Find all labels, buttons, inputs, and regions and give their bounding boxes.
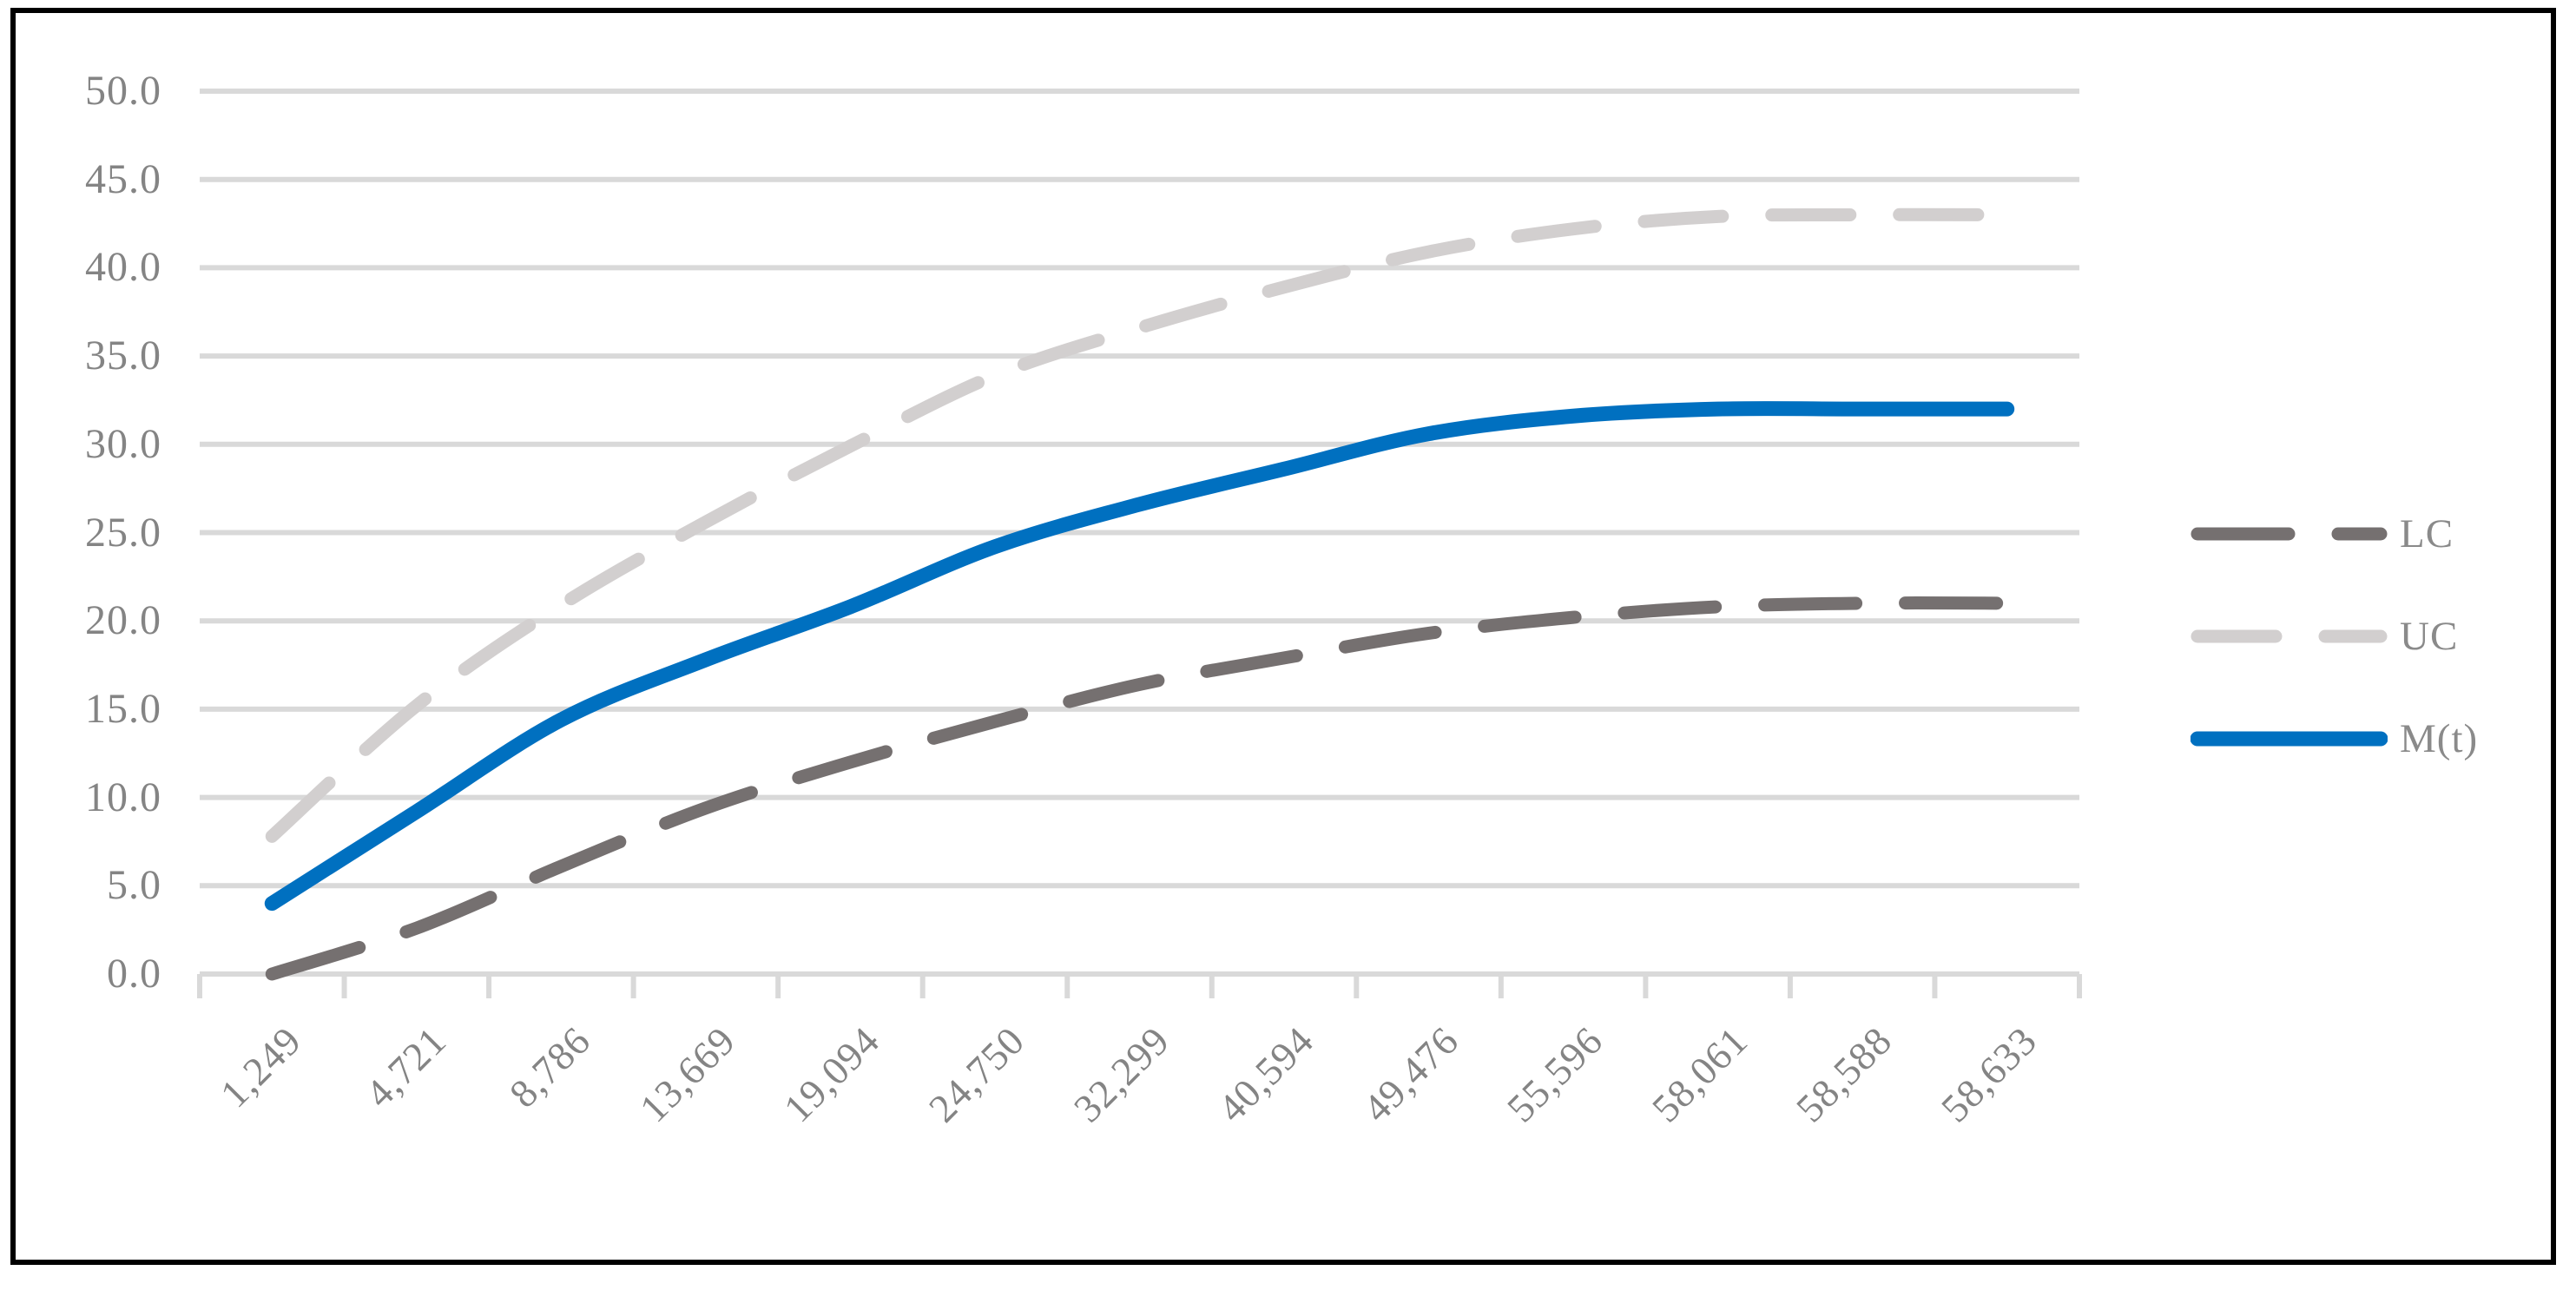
series-lines	[264, 207, 2015, 981]
y-tick-label-10.0: 10.0	[85, 773, 161, 820]
y-tick-label-5.0: 5.0	[107, 862, 161, 909]
y-tick-label-20.0: 20.0	[85, 597, 161, 644]
series-line-lc	[265, 596, 2014, 981]
y-tick-label-15.0: 15.0	[85, 685, 161, 732]
legend-item-lc: LC	[2191, 508, 2555, 560]
legend-label-mt: M(t)	[2400, 716, 2479, 761]
legend-item-mt: M(t)	[2191, 713, 2555, 765]
legend-label-lc: LC	[2400, 511, 2454, 556]
legend: LC UC M(t)	[2191, 508, 2555, 765]
legend-label-uc: UC	[2400, 614, 2459, 659]
y-tick-label-30.0: 30.0	[85, 420, 161, 467]
x-axis	[197, 971, 2082, 998]
chart-frame	[10, 8, 2556, 1265]
gridlines	[200, 89, 2079, 889]
legend-item-uc: UC	[2191, 610, 2555, 662]
series-line-mt	[264, 401, 2015, 912]
y-tick-label-40.0: 40.0	[85, 244, 161, 291]
mt-line-sample	[2191, 731, 2388, 747]
y-tick-label-25.0: 25.0	[85, 509, 161, 556]
y-tick-label-0.0: 0.0	[107, 951, 161, 997]
plot-area	[197, 89, 2082, 998]
y-tick-label-45.0: 45.0	[85, 155, 161, 202]
uc-line-sample	[2191, 629, 2388, 643]
series-line-uc	[265, 207, 2014, 843]
y-tick-label-35.0: 35.0	[85, 332, 161, 379]
y-tick-label-50.0: 50.0	[85, 68, 161, 114]
lc-line-sample	[2191, 527, 2388, 541]
